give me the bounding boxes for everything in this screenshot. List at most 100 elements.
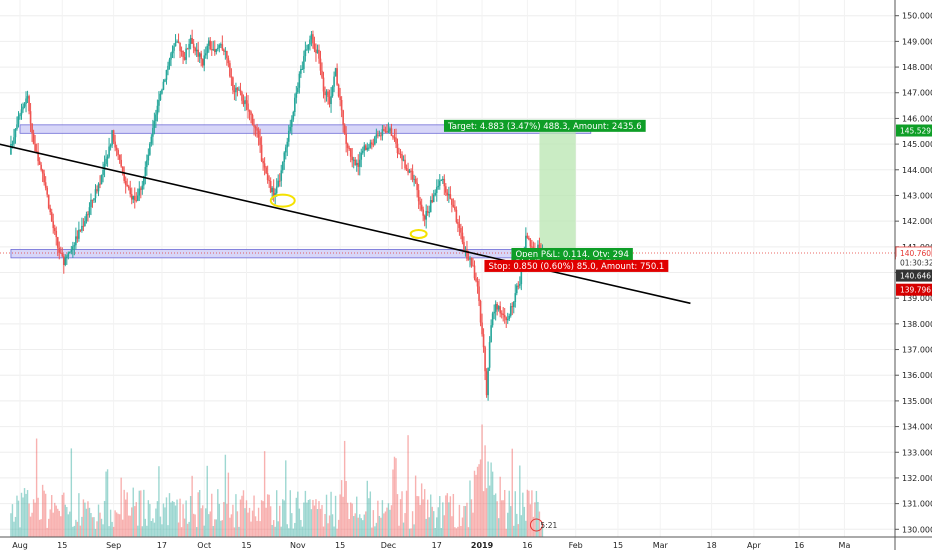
- volume-bar: [333, 526, 335, 537]
- candle-body: [87, 214, 89, 216]
- candle-body: [345, 133, 347, 144]
- drawings[interactable]: [0, 143, 691, 305]
- time-tick-label: 16: [522, 541, 532, 550]
- volume-bar: [482, 491, 485, 537]
- candle-body: [257, 130, 260, 138]
- volume-bar: [366, 480, 368, 537]
- volume-bar: [253, 495, 255, 537]
- highlight-ellipse[interactable]: [409, 228, 428, 239]
- volume-bar: [239, 499, 242, 537]
- volume-bar: [500, 500, 503, 537]
- candle-body: [191, 37, 193, 44]
- candle-body: [121, 166, 124, 173]
- volume-bar: [230, 514, 233, 537]
- time-tick-label: 2019: [471, 541, 494, 550]
- trendline[interactable]: [0, 143, 691, 305]
- candle-body: [354, 159, 357, 166]
- candle-body: [238, 89, 240, 91]
- candle-body: [188, 43, 190, 49]
- candle-body: [327, 91, 329, 98]
- volume-bar: [334, 495, 337, 537]
- time-tick-label: 18: [706, 541, 716, 550]
- candle-body: [180, 50, 183, 52]
- candle-body: [470, 257, 473, 266]
- volume-bar: [288, 528, 290, 537]
- candle-body: [294, 97, 296, 113]
- candle-body: [245, 100, 248, 104]
- volume-bar: [386, 507, 388, 537]
- volume-bar: [245, 500, 248, 537]
- candle-body: [269, 181, 272, 193]
- candle-body: [94, 189, 97, 199]
- volume-bar: [494, 493, 497, 537]
- candle-body: [389, 128, 391, 131]
- time-tick-label: Dec: [381, 541, 396, 550]
- volume-bar: [195, 527, 198, 537]
- candle-body: [448, 194, 450, 196]
- volume-bar: [90, 513, 92, 537]
- candle-body: [155, 114, 157, 122]
- candle-body: [20, 109, 23, 115]
- candle-body: [473, 265, 476, 279]
- volume-bar: [162, 503, 165, 537]
- volume-bar: [41, 484, 44, 537]
- volume-bar: [100, 518, 103, 537]
- candle-body: [339, 96, 341, 100]
- volume-bar: [236, 511, 239, 537]
- volume-bar: [66, 507, 68, 537]
- time-tick-label: Mar: [653, 541, 669, 550]
- candle-body: [102, 169, 104, 175]
- candle-body: [207, 40, 210, 46]
- volume-bar: [402, 522, 405, 537]
- volume-bar: [442, 502, 444, 537]
- candle-body: [461, 232, 464, 243]
- candle-body: [140, 188, 142, 190]
- candle-body: [156, 105, 159, 115]
- volume-bar: [97, 504, 100, 537]
- candle-body: [306, 49, 308, 51]
- candle-body: [136, 195, 139, 201]
- stop-label-text: Stop: 0.850 (0.60%) 85.0, Amount: 750.1: [488, 262, 664, 272]
- volume-bar: [125, 499, 127, 537]
- candle-body: [64, 257, 67, 265]
- price-axis[interactable]: 130.000 131.000 132.000 133.000 134.000 135.0…: [894, 0, 932, 550]
- volume-bar: [189, 496, 192, 537]
- candle-body: [401, 154, 403, 161]
- time-axis[interactable]: Aug 15 Sep 17 Oct 15 Nov 15 Dec 17 2019 16 Feb 15 Mar 1…: [0, 536, 932, 550]
- candle-body: [26, 96, 29, 99]
- candle-body: [141, 185, 144, 190]
- candle-body: [153, 121, 156, 128]
- volume-bar: [211, 493, 213, 537]
- volume-bar: [164, 507, 166, 537]
- candle-body: [449, 194, 452, 199]
- volume-bar: [32, 499, 35, 537]
- candle-body: [295, 92, 298, 98]
- volume-bar: [13, 521, 15, 537]
- candle-body: [464, 249, 467, 252]
- candle-body: [177, 41, 180, 43]
- volume-bar: [301, 526, 304, 537]
- volume-bar: [266, 494, 269, 537]
- volume-bar: [19, 527, 21, 537]
- candle-body: [319, 58, 322, 71]
- highlight-ellipse[interactable]: [269, 193, 296, 208]
- volume-bar: [535, 490, 538, 537]
- volume-bar: [525, 520, 527, 537]
- candle-body: [479, 301, 482, 323]
- candle-body: [67, 252, 70, 257]
- volume-bar: [446, 493, 449, 537]
- candle-body: [47, 194, 50, 209]
- profit-zone[interactable]: [539, 124, 576, 253]
- candle-body: [189, 37, 192, 44]
- candle-body: [503, 314, 506, 318]
- volume-bar: [337, 519, 340, 537]
- candle-body: [384, 130, 387, 132]
- volume-bar: [381, 500, 384, 537]
- candle-body: [309, 39, 311, 45]
- volume-bar: [276, 490, 278, 537]
- volume-bar: [165, 497, 168, 537]
- price-tag: [896, 124, 932, 137]
- candle-body: [62, 256, 65, 265]
- candle-body: [46, 187, 48, 195]
